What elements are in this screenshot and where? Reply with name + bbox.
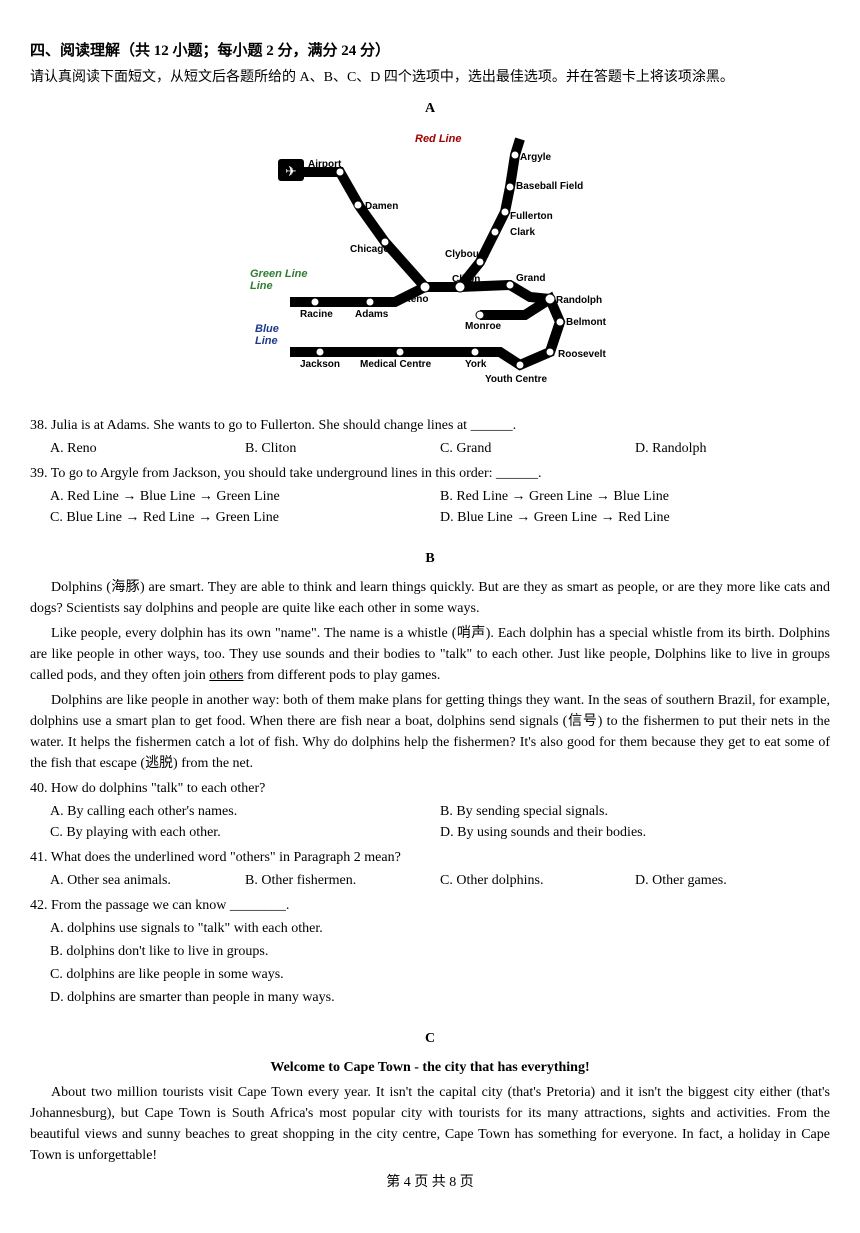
passage-c-subtitle: Welcome to Cape Town - the city that has… xyxy=(30,1057,830,1078)
svg-text:Damen: Damen xyxy=(365,201,398,212)
question-42: 42. From the passage we can know _______… xyxy=(30,895,830,1008)
q39-opt-d[interactable]: D. Blue Line → Green Line → Red Line xyxy=(440,507,830,528)
svg-text:Cliton: Cliton xyxy=(452,274,480,285)
q42-opt-d[interactable]: D. dolphins are smarter than people in m… xyxy=(50,987,830,1008)
q38-opt-d[interactable]: D. Randolph xyxy=(635,438,830,459)
transit-map: ✈ Red Line Green LineLine BlueLine Airpo… xyxy=(220,127,640,397)
question-40: 40. How do dolphins "talk" to each other… xyxy=(30,778,830,843)
svg-text:York: York xyxy=(465,359,487,370)
svg-text:Reno: Reno xyxy=(404,294,429,305)
q40-opt-a[interactable]: A. By calling each other's names. xyxy=(50,801,440,822)
q42-opt-b[interactable]: B. dolphins don't like to live in groups… xyxy=(50,941,830,962)
green-line-label: Green LineLine xyxy=(250,268,307,292)
svg-text:Clark: Clark xyxy=(510,227,535,238)
svg-text:Youth Centre: Youth Centre xyxy=(485,374,547,385)
pb-p1: Dolphins (海豚) are smart. They are able t… xyxy=(30,577,830,619)
passage-b-label: B xyxy=(30,548,830,569)
q40-opt-b[interactable]: B. By sending special signals. xyxy=(440,801,830,822)
svg-text:Randolph: Randolph xyxy=(556,295,602,306)
svg-text:Fullerton: Fullerton xyxy=(510,211,553,222)
svg-text:Argyle: Argyle xyxy=(520,152,552,163)
question-41: 41. What does the underlined word "other… xyxy=(30,847,830,891)
q40-opt-c[interactable]: C. By playing with each other. xyxy=(50,822,440,843)
q42-stem: 42. From the passage we can know _______… xyxy=(30,895,830,916)
svg-text:Monroe: Monroe xyxy=(465,321,502,332)
q39-opt-a[interactable]: A. Red Line → Blue Line → Green Line xyxy=(50,486,440,507)
svg-text:Chicago: Chicago xyxy=(350,244,389,255)
pb-p3: Dolphins are like people in another way:… xyxy=(30,690,830,774)
svg-text:Jackson: Jackson xyxy=(300,359,340,370)
q38-stem: 38. Julia is at Adams. She wants to go t… xyxy=(30,415,830,436)
q41-opt-b[interactable]: B. Other fishermen. xyxy=(245,870,440,891)
q41-opt-d[interactable]: D. Other games. xyxy=(635,870,830,891)
q39-opt-b[interactable]: B. Red Line → Green Line → Blue Line xyxy=(440,486,830,507)
q40-stem: 40. How do dolphins "talk" to each other… xyxy=(30,778,830,799)
question-39: 39. To go to Argyle from Jackson, you sh… xyxy=(30,463,830,528)
q41-opt-c[interactable]: C. Other dolphins. xyxy=(440,870,635,891)
q42-opt-c[interactable]: C. dolphins are like people in some ways… xyxy=(50,964,830,985)
svg-text:Medical Centre: Medical Centre xyxy=(360,359,432,370)
q42-opt-a[interactable]: A. dolphins use signals to "talk" with e… xyxy=(50,918,830,939)
pc-p1: About two million tourists visit Cape To… xyxy=(30,1082,830,1166)
q39-stem: 39. To go to Argyle from Jackson, you sh… xyxy=(30,463,830,484)
svg-text:Adams: Adams xyxy=(355,309,389,320)
pb-p2: Like people, every dolphin has its own "… xyxy=(30,623,830,686)
q41-opt-a[interactable]: A. Other sea animals. xyxy=(50,870,245,891)
svg-text:Grand: Grand xyxy=(516,273,545,284)
passage-c-label: C xyxy=(30,1028,830,1049)
svg-text:Belmont: Belmont xyxy=(566,317,607,328)
svg-text:Racine: Racine xyxy=(300,309,333,320)
svg-text:Clybourn: Clybourn xyxy=(445,249,489,260)
red-line-label: Red Line xyxy=(415,133,461,145)
passage-b-text: Dolphins (海豚) are smart. They are able t… xyxy=(30,577,830,774)
passage-c-text: About two million tourists visit Cape To… xyxy=(30,1082,830,1166)
svg-text:Roosevelt: Roosevelt xyxy=(558,349,606,360)
underlined-others: others xyxy=(209,668,243,683)
q41-stem: 41. What does the underlined word "other… xyxy=(30,847,830,868)
page-footer: 第 4 页 共 8 页 xyxy=(30,1172,830,1193)
q39-opt-c[interactable]: C. Blue Line → Red Line → Green Line xyxy=(50,507,440,528)
q38-opt-b[interactable]: B. Cliton xyxy=(245,438,440,459)
q38-opt-c[interactable]: C. Grand xyxy=(440,438,635,459)
q38-opt-a[interactable]: A. Reno xyxy=(50,438,245,459)
passage-a-label: A xyxy=(30,98,830,119)
q40-opt-d[interactable]: D. By using sounds and their bodies. xyxy=(440,822,830,843)
svg-text:Airport: Airport xyxy=(308,159,342,170)
instruction: 请认真阅读下面短文，从短文后各题所给的 A、B、C、D 四个选项中，选出最佳选项… xyxy=(30,67,830,88)
section-header: 四、阅读理解（共 12 小题；每小题 2 分，满分 24 分） xyxy=(30,40,830,63)
svg-text:Baseball Field: Baseball Field xyxy=(516,181,583,192)
blue-line-label: BlueLine xyxy=(255,323,279,347)
question-38: 38. Julia is at Adams. She wants to go t… xyxy=(30,415,830,459)
svg-text:✈: ✈ xyxy=(285,165,297,180)
